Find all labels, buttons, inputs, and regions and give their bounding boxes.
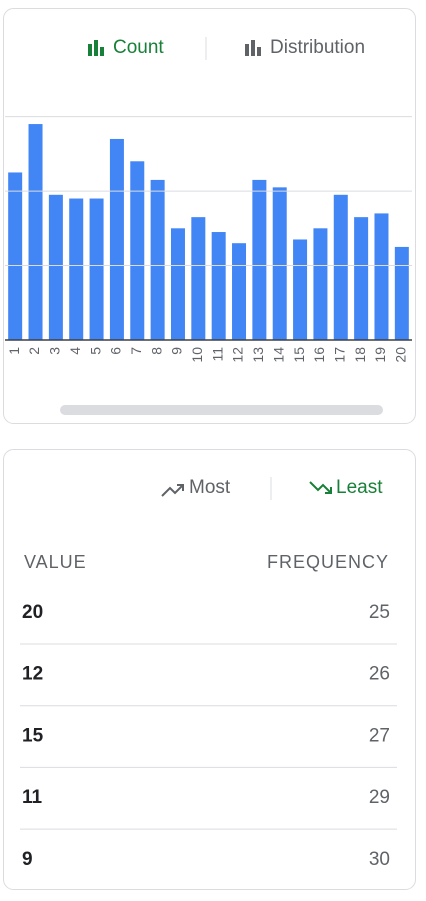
x-tick-label: 19	[372, 347, 388, 363]
bar-icon	[257, 47, 261, 56]
frequency-cell: 25	[369, 602, 390, 623]
frequency-cell: 29	[369, 787, 390, 808]
scrollbar[interactable]	[60, 405, 383, 415]
x-tick-label: 5	[87, 347, 103, 355]
bar	[374, 213, 389, 340]
tab-label[interactable]: Distribution	[270, 37, 365, 58]
bars	[8, 124, 409, 340]
value-cell: 11	[22, 787, 43, 808]
x-tick-label: 4	[67, 347, 83, 355]
bar-icon	[100, 47, 104, 56]
x-tick-label: 16	[311, 347, 327, 363]
arrow-head	[325, 487, 332, 494]
bar-icon	[245, 44, 249, 56]
value-cell: 20	[22, 602, 43, 623]
bar	[8, 172, 23, 340]
chart-card	[3, 8, 416, 424]
arrow-head	[177, 484, 184, 491]
bar	[354, 217, 369, 340]
x-tick-label: 14	[270, 347, 286, 363]
most-tab[interactable]: Most	[161, 477, 231, 498]
x-tick-label: 17	[331, 347, 347, 363]
x-tick-label: 1	[6, 347, 22, 355]
x-tick-label: 13	[250, 347, 266, 363]
x-tick-label: 9	[169, 347, 185, 355]
x-tick-label: 18	[352, 347, 368, 363]
bar	[109, 138, 124, 340]
bar	[211, 232, 226, 340]
frequency-cell: 26	[369, 664, 390, 685]
x-tick-label: 3	[47, 347, 63, 355]
bar	[333, 194, 348, 340]
bar	[28, 124, 43, 340]
count-tab[interactable]: Count	[88, 37, 164, 58]
plot: 1 2 3 4 5 6 7 8 9 10 11 12 13 14 15 16 17 18 19 20	[5, 116, 412, 363]
x-tick-label: 7	[128, 347, 144, 355]
bar	[252, 179, 267, 340]
bar	[313, 228, 328, 340]
bar	[272, 187, 287, 340]
x-tick-label: 8	[148, 347, 164, 355]
x-tick-label: 12	[230, 347, 246, 363]
bar-icon	[251, 40, 255, 56]
bar	[293, 239, 308, 340]
bar-icon	[88, 44, 92, 56]
bar-icon	[94, 40, 98, 56]
bar	[232, 243, 247, 340]
bar	[130, 161, 145, 340]
bar	[394, 246, 409, 340]
bar	[89, 198, 104, 340]
trend-down-icon	[309, 481, 332, 494]
least-tab[interactable]: Least	[309, 477, 383, 498]
value-cell: 9	[22, 849, 33, 870]
x-tick-label: 10	[189, 347, 205, 363]
column-header: FREQUENCY	[267, 552, 389, 572]
bar	[170, 228, 185, 340]
x-tick-label: 2	[26, 347, 42, 355]
frequency-cell: 27	[369, 725, 390, 746]
x-tick-label: 20	[393, 347, 409, 363]
bar	[150, 179, 165, 340]
tab-label[interactable]: Least	[336, 477, 383, 498]
bar	[69, 198, 84, 340]
bar	[191, 217, 206, 340]
table-body: 20 25 12 26 15 27 11 29 9 30	[20, 602, 397, 870]
column-header: VALUE	[24, 552, 87, 572]
value-cell: 15	[22, 725, 44, 746]
table-card	[3, 449, 416, 890]
distribution-tab[interactable]: Distribution	[245, 37, 365, 58]
bar	[48, 194, 63, 340]
frequency-cell: 30	[369, 849, 390, 870]
tab-label[interactable]: Most	[189, 477, 231, 498]
x-tick-label: 11	[209, 347, 225, 362]
tab-label[interactable]: Count	[113, 37, 164, 58]
trend-up-icon	[161, 484, 184, 497]
x-tick-label: 6	[108, 347, 124, 355]
x-tick-label: 15	[291, 347, 307, 363]
value-cell: 12	[22, 664, 43, 685]
